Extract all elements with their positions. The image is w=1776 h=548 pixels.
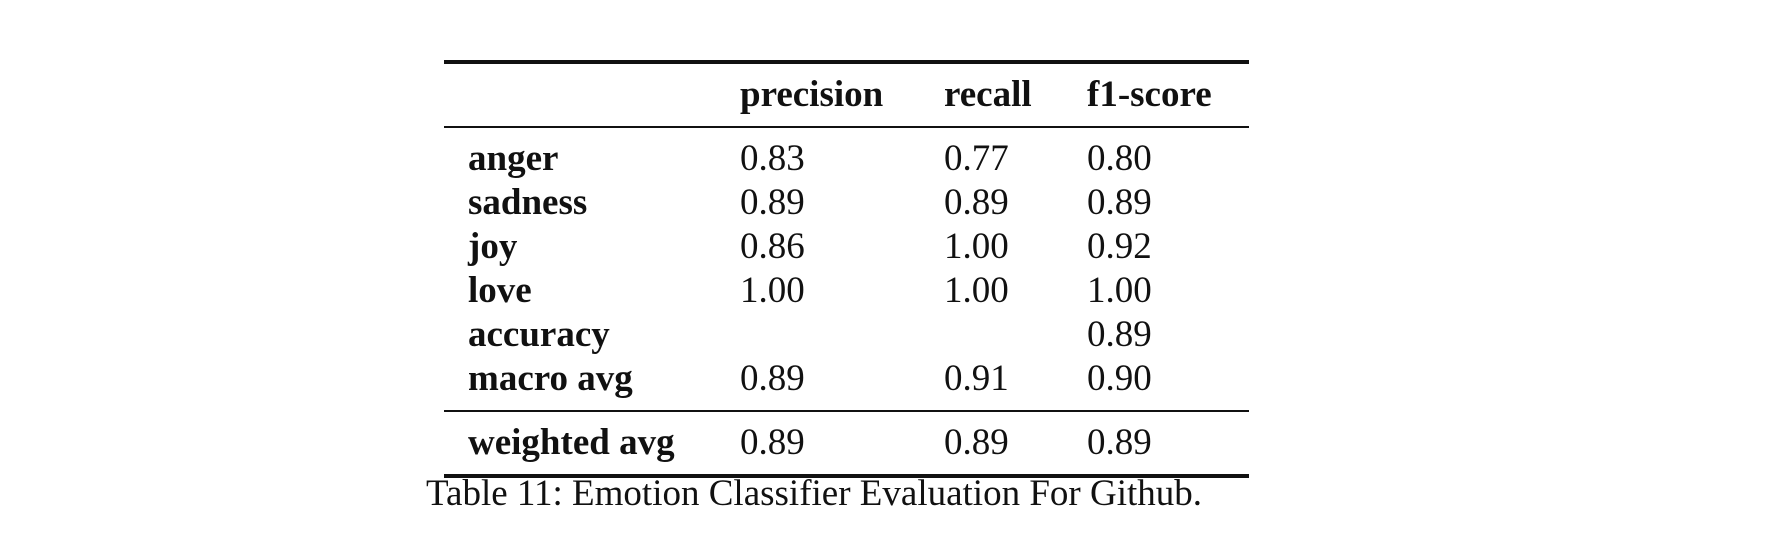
row-label: love	[468, 270, 532, 311]
header-precision: precision	[740, 74, 884, 115]
header-f1-score: f1-score	[1087, 74, 1212, 115]
cell-f1-score: 0.89	[1087, 422, 1152, 463]
table-row: anger 0.83 0.77 0.80	[444, 137, 1249, 181]
cell-recall: 0.89	[944, 182, 1009, 223]
cell-precision: 0.89	[740, 422, 805, 463]
table-caption: Table 11: Emotion Classifier Evaluation …	[426, 473, 1203, 514]
row-label: joy	[468, 226, 518, 267]
cell-f1-score: 1.00	[1087, 270, 1152, 311]
cell-precision: 0.86	[740, 226, 805, 267]
row-label: macro avg	[468, 358, 633, 399]
cell-precision: 1.00	[740, 270, 805, 311]
cell-recall: 1.00	[944, 226, 1009, 267]
cell-f1-score: 0.89	[1087, 182, 1152, 223]
cell-precision: 0.89	[740, 182, 805, 223]
table-row: sadness 0.89 0.89 0.89	[444, 181, 1249, 225]
cell-precision: 0.89	[740, 358, 805, 399]
cell-recall: 0.77	[944, 138, 1009, 179]
table-top-rule	[444, 60, 1249, 64]
table-mid-rule	[444, 410, 1249, 412]
table-header-row: precision recall f1-score	[444, 73, 1249, 117]
table-header-rule	[444, 126, 1249, 128]
table-row: weighted avg 0.89 0.89 0.89	[444, 421, 1249, 465]
row-label: accuracy	[468, 314, 610, 355]
cell-f1-score: 0.80	[1087, 138, 1152, 179]
table-row: joy 0.86 1.00 0.92	[444, 225, 1249, 269]
row-label: anger	[468, 138, 559, 179]
table-row: accuracy 0.89	[444, 313, 1249, 357]
table-row: macro avg 0.89 0.91 0.90	[444, 357, 1249, 401]
cell-recall: 0.91	[944, 358, 1009, 399]
cell-precision: 0.83	[740, 138, 805, 179]
table-bottom-rule	[444, 474, 1249, 478]
cell-f1-score: 0.90	[1087, 358, 1152, 399]
cell-recall: 0.89	[944, 422, 1009, 463]
cell-recall: 1.00	[944, 270, 1009, 311]
row-label: weighted avg	[468, 422, 675, 463]
table-row: love 1.00 1.00 1.00	[444, 269, 1249, 313]
row-label: sadness	[468, 182, 588, 223]
header-recall: recall	[944, 74, 1032, 115]
cell-f1-score: 0.92	[1087, 226, 1152, 267]
cell-f1-score: 0.89	[1087, 314, 1152, 355]
